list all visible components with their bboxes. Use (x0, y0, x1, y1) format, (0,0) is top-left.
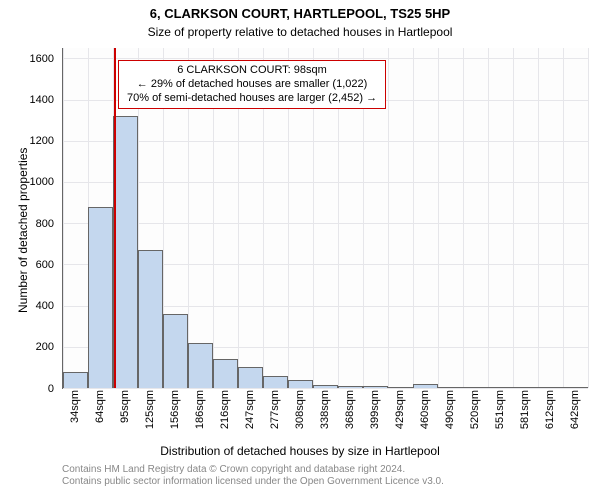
property-size-histogram: 6, CLARKSON COURT, HARTLEPOOL, TS25 5HP … (0, 0, 600, 500)
histogram-bar (513, 387, 538, 388)
y-tick: 600 (0, 259, 54, 271)
y-tick: 400 (0, 300, 54, 312)
histogram-bar (363, 386, 388, 388)
histogram-bar (163, 314, 188, 388)
annotation-line: 70% of semi-detached houses are larger (… (127, 92, 377, 106)
histogram-bar (463, 387, 488, 388)
plot-area: 6 CLARKSON COURT: 98sqm← 29% of detached… (62, 48, 588, 389)
histogram-bar (438, 387, 463, 388)
chart-title: 6, CLARKSON COURT, HARTLEPOOL, TS25 5HP (0, 6, 600, 21)
y-tick: 1400 (0, 94, 54, 106)
attribution-line-2: Contains public sector information licen… (62, 476, 444, 488)
y-tick: 1200 (0, 135, 54, 147)
annotation-line: 6 CLARKSON COURT: 98sqm (127, 64, 377, 78)
y-tick: 200 (0, 341, 54, 353)
attribution: Contains HM Land Registry data © Crown c… (62, 464, 444, 488)
y-tick: 1600 (0, 53, 54, 65)
histogram-bar (538, 387, 563, 388)
attribution-line-1: Contains HM Land Registry data © Crown c… (62, 464, 444, 476)
histogram-bar (488, 387, 513, 388)
x-axis-label: Distribution of detached houses by size … (0, 444, 600, 458)
chart-subtitle: Size of property relative to detached ho… (0, 25, 600, 39)
histogram-bar (313, 385, 338, 388)
histogram-bar (238, 367, 263, 388)
histogram-bar (263, 376, 288, 388)
y-axis-label: Number of detached properties (16, 148, 30, 313)
histogram-bar (288, 380, 313, 388)
y-tick: 800 (0, 218, 54, 230)
histogram-bar (213, 359, 238, 388)
annotation-box: 6 CLARKSON COURT: 98sqm← 29% of detached… (118, 60, 386, 109)
y-tick: 0 (0, 383, 54, 395)
histogram-bar (388, 387, 413, 388)
histogram-bar (563, 387, 588, 388)
histogram-bar (88, 207, 113, 388)
histogram-bar (413, 384, 438, 388)
histogram-bar (113, 116, 138, 388)
histogram-bar (188, 343, 213, 388)
histogram-bar (338, 386, 363, 388)
reference-line (114, 48, 116, 388)
annotation-line: ← 29% of detached houses are smaller (1,… (127, 78, 377, 92)
histogram-bar (138, 250, 163, 388)
histogram-bar (63, 372, 88, 388)
y-tick: 1000 (0, 176, 54, 188)
